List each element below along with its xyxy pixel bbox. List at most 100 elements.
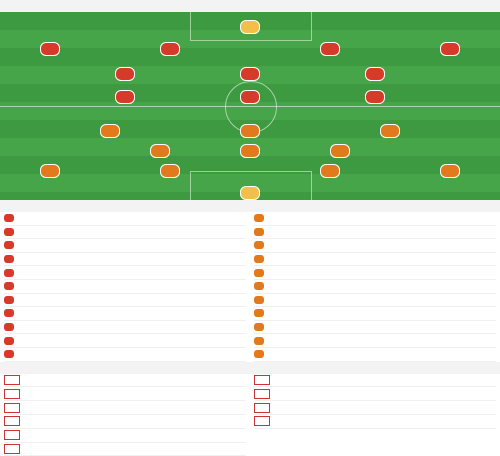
injury-home-list: [0, 374, 250, 456]
sub-item[interactable]: [4, 239, 246, 253]
away-player-3[interactable]: [140, 164, 200, 188]
jersey-icon: [240, 144, 260, 158]
home-player-8[interactable]: [345, 67, 405, 91]
injury-item[interactable]: [254, 374, 496, 388]
away-player-5[interactable]: [420, 164, 480, 188]
away-player-8[interactable]: [310, 144, 370, 168]
jersey-icon: [254, 268, 264, 277]
jersey-icon: [4, 214, 14, 223]
sub-item[interactable]: [4, 266, 246, 280]
sub-item[interactable]: [254, 294, 496, 308]
home-player-7[interactable]: [220, 67, 280, 91]
injury-title: [0, 361, 500, 374]
subs-title: [0, 200, 500, 212]
jersey-icon: [160, 164, 180, 178]
sub-item[interactable]: [254, 334, 496, 348]
jersey-icon: [4, 255, 14, 264]
injury-item[interactable]: [4, 374, 246, 388]
injury-item[interactable]: [4, 387, 246, 402]
jersey-icon: [440, 164, 460, 178]
injury-section: [0, 361, 500, 456]
jersey-icon: [4, 309, 14, 318]
injury-item[interactable]: [4, 401, 246, 415]
jersey-icon: [240, 20, 260, 34]
sub-item[interactable]: [254, 239, 496, 253]
injury-icon: [4, 388, 20, 399]
sub-item[interactable]: [254, 307, 496, 321]
away-player-4[interactable]: [300, 164, 360, 188]
injury-icon: [4, 430, 20, 441]
jersey-icon: [254, 241, 264, 250]
jersey-icon: [4, 241, 14, 250]
jersey-icon: [254, 214, 264, 223]
jersey-icon: [150, 144, 170, 158]
home-player-9[interactable]: [95, 90, 155, 114]
jersey-icon: [254, 255, 264, 264]
sub-item[interactable]: [4, 253, 246, 267]
sub-item[interactable]: [4, 280, 246, 294]
injury-item[interactable]: [4, 429, 246, 443]
jersey-icon: [254, 309, 264, 318]
jersey-icon: [365, 67, 385, 81]
jersey-icon: [254, 282, 264, 291]
sub-item[interactable]: [254, 321, 496, 335]
injury-icon: [4, 443, 20, 454]
jersey-icon: [4, 350, 14, 359]
home-player-2[interactable]: [20, 42, 80, 66]
injury-item[interactable]: [254, 387, 496, 402]
home-player-5[interactable]: [420, 42, 480, 66]
jersey-icon: [4, 227, 14, 236]
jersey-icon: [320, 164, 340, 178]
sub-item[interactable]: [254, 253, 496, 267]
jersey-icon: [254, 350, 264, 359]
jersey-icon: [4, 268, 14, 277]
jersey-icon: [240, 90, 260, 104]
away-player-6[interactable]: [130, 144, 190, 168]
home-player-11[interactable]: [345, 90, 405, 114]
home-player-4[interactable]: [300, 42, 360, 66]
injury-item[interactable]: [4, 443, 246, 456]
injury-icon: [254, 388, 270, 399]
jersey-icon: [4, 323, 14, 332]
subs-home-list: [0, 212, 250, 362]
lineup-section: [0, 0, 500, 200]
sub-item[interactable]: [254, 226, 496, 240]
home-player-6[interactable]: [95, 67, 155, 91]
sub-item[interactable]: [254, 348, 496, 362]
jersey-icon: [440, 42, 460, 56]
home-player-3[interactable]: [140, 42, 200, 66]
away-player-10[interactable]: [220, 124, 280, 148]
jersey-icon: [320, 42, 340, 56]
lineup-title: [0, 0, 500, 12]
away-player-11[interactable]: [360, 124, 420, 148]
injury-icon: [254, 416, 270, 427]
jersey-icon: [4, 295, 14, 304]
sub-item[interactable]: [4, 321, 246, 335]
away-player-2[interactable]: [20, 164, 80, 188]
injury-item[interactable]: [254, 401, 496, 415]
sub-item[interactable]: [4, 307, 246, 321]
jersey-icon: [365, 90, 385, 104]
injury-item[interactable]: [4, 415, 246, 429]
jersey-icon: [115, 67, 135, 81]
jersey-icon: [4, 282, 14, 291]
subs-away-list: [250, 212, 500, 362]
injury-item[interactable]: [254, 415, 496, 429]
sub-item[interactable]: [254, 212, 496, 226]
sub-item[interactable]: [254, 280, 496, 294]
jersey-icon: [100, 124, 120, 138]
home-player-10[interactable]: [220, 90, 280, 114]
sub-item[interactable]: [4, 212, 246, 226]
injury-icon: [4, 374, 20, 385]
home-player-1[interactable]: [220, 20, 280, 44]
sub-item[interactable]: [4, 334, 246, 348]
jersey-icon: [254, 227, 264, 236]
away-player-9[interactable]: [80, 124, 140, 148]
jersey-icon: [115, 90, 135, 104]
sub-item[interactable]: [254, 266, 496, 280]
sub-item[interactable]: [4, 294, 246, 308]
away-player-1[interactable]: [220, 186, 280, 200]
sub-item[interactable]: [4, 348, 246, 362]
sub-item[interactable]: [4, 226, 246, 240]
away-player-7[interactable]: [220, 144, 280, 168]
